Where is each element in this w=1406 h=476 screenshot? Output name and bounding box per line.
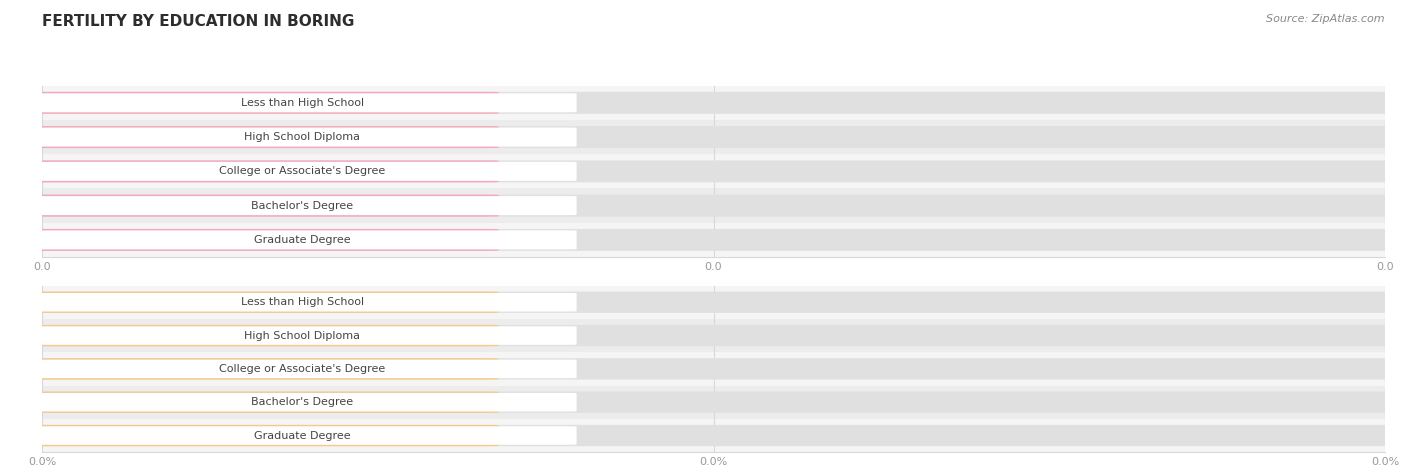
- Text: 0.0%: 0.0%: [450, 297, 481, 307]
- Text: 0.0%: 0.0%: [450, 430, 481, 441]
- FancyBboxPatch shape: [30, 425, 499, 446]
- Bar: [42, 386, 1385, 419]
- FancyBboxPatch shape: [38, 93, 576, 112]
- Bar: [42, 154, 1385, 188]
- Text: Graduate Degree: Graduate Degree: [254, 430, 350, 441]
- FancyBboxPatch shape: [38, 426, 576, 445]
- Text: FERTILITY BY EDUCATION IN BORING: FERTILITY BY EDUCATION IN BORING: [42, 14, 354, 30]
- FancyBboxPatch shape: [38, 230, 576, 249]
- Text: 0.0: 0.0: [456, 98, 475, 108]
- FancyBboxPatch shape: [30, 160, 499, 182]
- FancyBboxPatch shape: [30, 195, 499, 217]
- Text: 0.0: 0.0: [456, 132, 475, 142]
- Text: 0.0%: 0.0%: [450, 364, 481, 374]
- FancyBboxPatch shape: [30, 325, 1393, 346]
- FancyBboxPatch shape: [38, 360, 576, 378]
- FancyBboxPatch shape: [30, 229, 499, 251]
- Bar: [42, 352, 1385, 386]
- Text: High School Diploma: High School Diploma: [245, 132, 360, 142]
- Text: 0.0%: 0.0%: [450, 397, 481, 407]
- FancyBboxPatch shape: [38, 393, 576, 411]
- Bar: [42, 188, 1385, 223]
- FancyBboxPatch shape: [30, 392, 499, 413]
- Text: Bachelor's Degree: Bachelor's Degree: [252, 397, 353, 407]
- FancyBboxPatch shape: [30, 292, 499, 313]
- Bar: [42, 286, 1385, 319]
- FancyBboxPatch shape: [30, 425, 1393, 446]
- Bar: [42, 223, 1385, 257]
- Text: 0.0: 0.0: [456, 200, 475, 211]
- Text: Less than High School: Less than High School: [240, 98, 364, 108]
- Bar: [42, 419, 1385, 452]
- FancyBboxPatch shape: [38, 128, 576, 147]
- Bar: [42, 86, 1385, 120]
- Text: Less than High School: Less than High School: [240, 297, 364, 307]
- Text: 0.0%: 0.0%: [450, 330, 481, 341]
- FancyBboxPatch shape: [30, 229, 1393, 251]
- FancyBboxPatch shape: [30, 392, 1393, 413]
- FancyBboxPatch shape: [30, 92, 499, 114]
- Text: 0.0: 0.0: [456, 166, 475, 177]
- FancyBboxPatch shape: [30, 325, 499, 346]
- Text: College or Associate's Degree: College or Associate's Degree: [219, 364, 385, 374]
- FancyBboxPatch shape: [30, 358, 1393, 379]
- FancyBboxPatch shape: [30, 358, 499, 379]
- FancyBboxPatch shape: [38, 327, 576, 345]
- FancyBboxPatch shape: [30, 92, 1393, 114]
- FancyBboxPatch shape: [30, 292, 1393, 313]
- FancyBboxPatch shape: [30, 126, 1393, 148]
- FancyBboxPatch shape: [38, 196, 576, 215]
- Text: Bachelor's Degree: Bachelor's Degree: [252, 200, 353, 211]
- Text: Source: ZipAtlas.com: Source: ZipAtlas.com: [1267, 14, 1385, 24]
- Bar: [42, 319, 1385, 352]
- FancyBboxPatch shape: [38, 293, 576, 311]
- FancyBboxPatch shape: [30, 126, 499, 148]
- FancyBboxPatch shape: [30, 195, 1393, 217]
- Text: College or Associate's Degree: College or Associate's Degree: [219, 166, 385, 177]
- Text: Graduate Degree: Graduate Degree: [254, 235, 350, 245]
- Text: 0.0: 0.0: [456, 235, 475, 245]
- Bar: [42, 120, 1385, 154]
- FancyBboxPatch shape: [38, 162, 576, 181]
- Text: High School Diploma: High School Diploma: [245, 330, 360, 341]
- FancyBboxPatch shape: [30, 160, 1393, 182]
